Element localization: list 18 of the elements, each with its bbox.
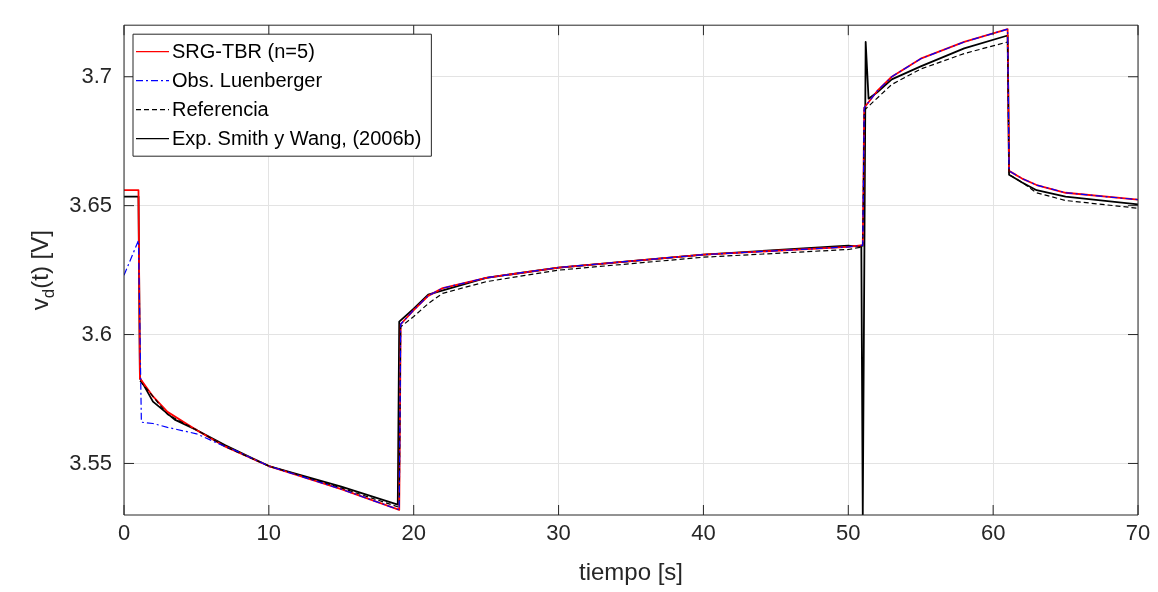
y-tick-label: 3.6 <box>81 320 112 346</box>
legend-label: Exp. Smith y Wang, (2006b) <box>172 127 422 150</box>
legend-label: SRG-TBR (n=5) <box>172 40 315 63</box>
x-axis-title: tiempo [s] <box>578 558 684 586</box>
y-tick-label: 3.7 <box>81 62 112 88</box>
y-tick-label: 3.65 <box>69 191 112 217</box>
x-tick-label: 0 <box>117 520 131 546</box>
x-tick-label: 40 <box>691 520 716 546</box>
x-tick-label: 20 <box>401 520 426 546</box>
legend-label: Referencia <box>172 98 270 121</box>
legend-label: Obs. Luenberger <box>172 69 323 92</box>
y-axis-title: vd(t) [V] <box>26 230 58 311</box>
y-tick-label: 3.55 <box>69 449 112 475</box>
x-tick-label: 10 <box>256 520 282 546</box>
x-tick-label: 60 <box>980 520 1006 546</box>
x-tick-label: 70 <box>1125 520 1151 546</box>
x-tick-label: 50 <box>836 520 861 546</box>
x-tick-label: 30 <box>546 520 571 546</box>
